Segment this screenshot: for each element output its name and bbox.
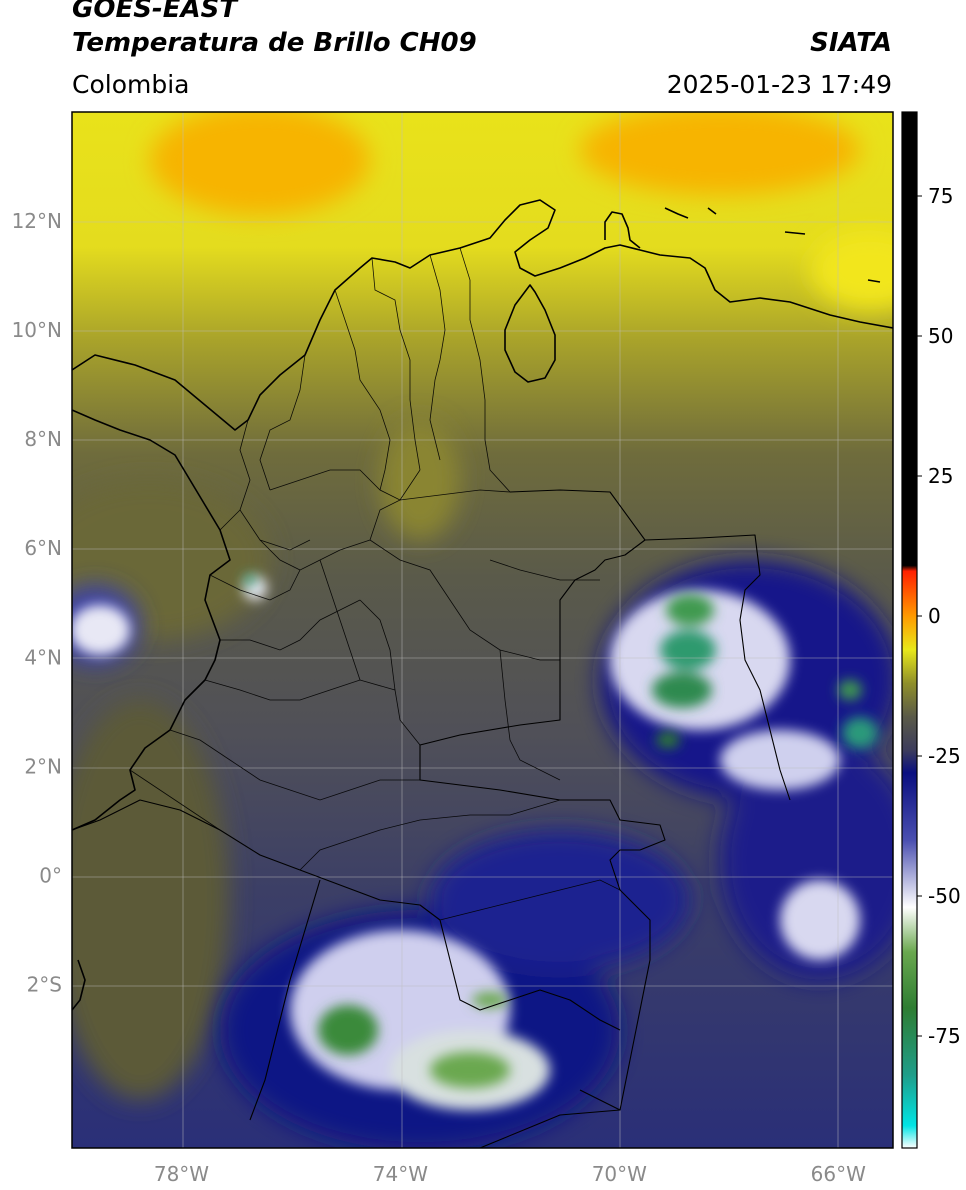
longitude-tick-labels: 78°W 74°W 70°W 66°W — [154, 1162, 866, 1186]
lat-tick-label: 0° — [39, 863, 62, 887]
brightness-temperature-field — [72, 112, 893, 1148]
lat-tick-label: 4°N — [24, 645, 62, 669]
lon-tick-label: 66°W — [811, 1162, 866, 1186]
product-title: Temperatura de Brillo CH09 — [72, 28, 477, 58]
map-frame — [71, 111, 894, 1149]
lat-tick-label: 6°N — [24, 536, 62, 560]
lat-tick-label: 2°N — [24, 754, 62, 778]
colorbar-tick-label: -75 — [928, 1024, 961, 1048]
lat-tick-label: 12°N — [12, 209, 62, 233]
colorbar-gradient — [902, 112, 917, 1148]
gridlines — [72, 112, 893, 1148]
national-borders — [72, 489, 791, 1148]
lat-tick-label: 10°N — [12, 318, 62, 342]
colorbar-tick-label: -25 — [928, 744, 961, 768]
department-borders — [129, 247, 621, 921]
lat-tick-label: 2°S — [27, 972, 62, 996]
colorbar-tick-label: 0 — [928, 604, 941, 628]
colorbar-tick-label: 25 — [928, 464, 953, 488]
latitude-tick-labels: 12°N 10°N 8°N 6°N 4°N 2°N 0° 2°S — [12, 209, 62, 996]
colorbar: 75 50 25 0 -25 -50 -75 — [901, 111, 961, 1149]
timestamp-label: 2025-01-23 17:49 — [666, 70, 892, 99]
coastline — [72, 199, 893, 1011]
region-label: Colombia — [72, 70, 190, 99]
lon-tick-label: 78°W — [154, 1162, 209, 1186]
colorbar-tick-label: 50 — [928, 324, 953, 348]
lon-tick-label: 70°W — [592, 1162, 647, 1186]
colorbar-tick-label: -50 — [928, 884, 961, 908]
colorbar-tick-label: 75 — [928, 184, 953, 208]
brand-label: SIATA — [810, 28, 892, 58]
colorbar-frame — [901, 111, 918, 1149]
satellite-title: GOES-EAST — [72, 0, 238, 24]
lon-tick-label: 74°W — [373, 1162, 428, 1186]
lat-tick-label: 8°N — [24, 427, 62, 451]
